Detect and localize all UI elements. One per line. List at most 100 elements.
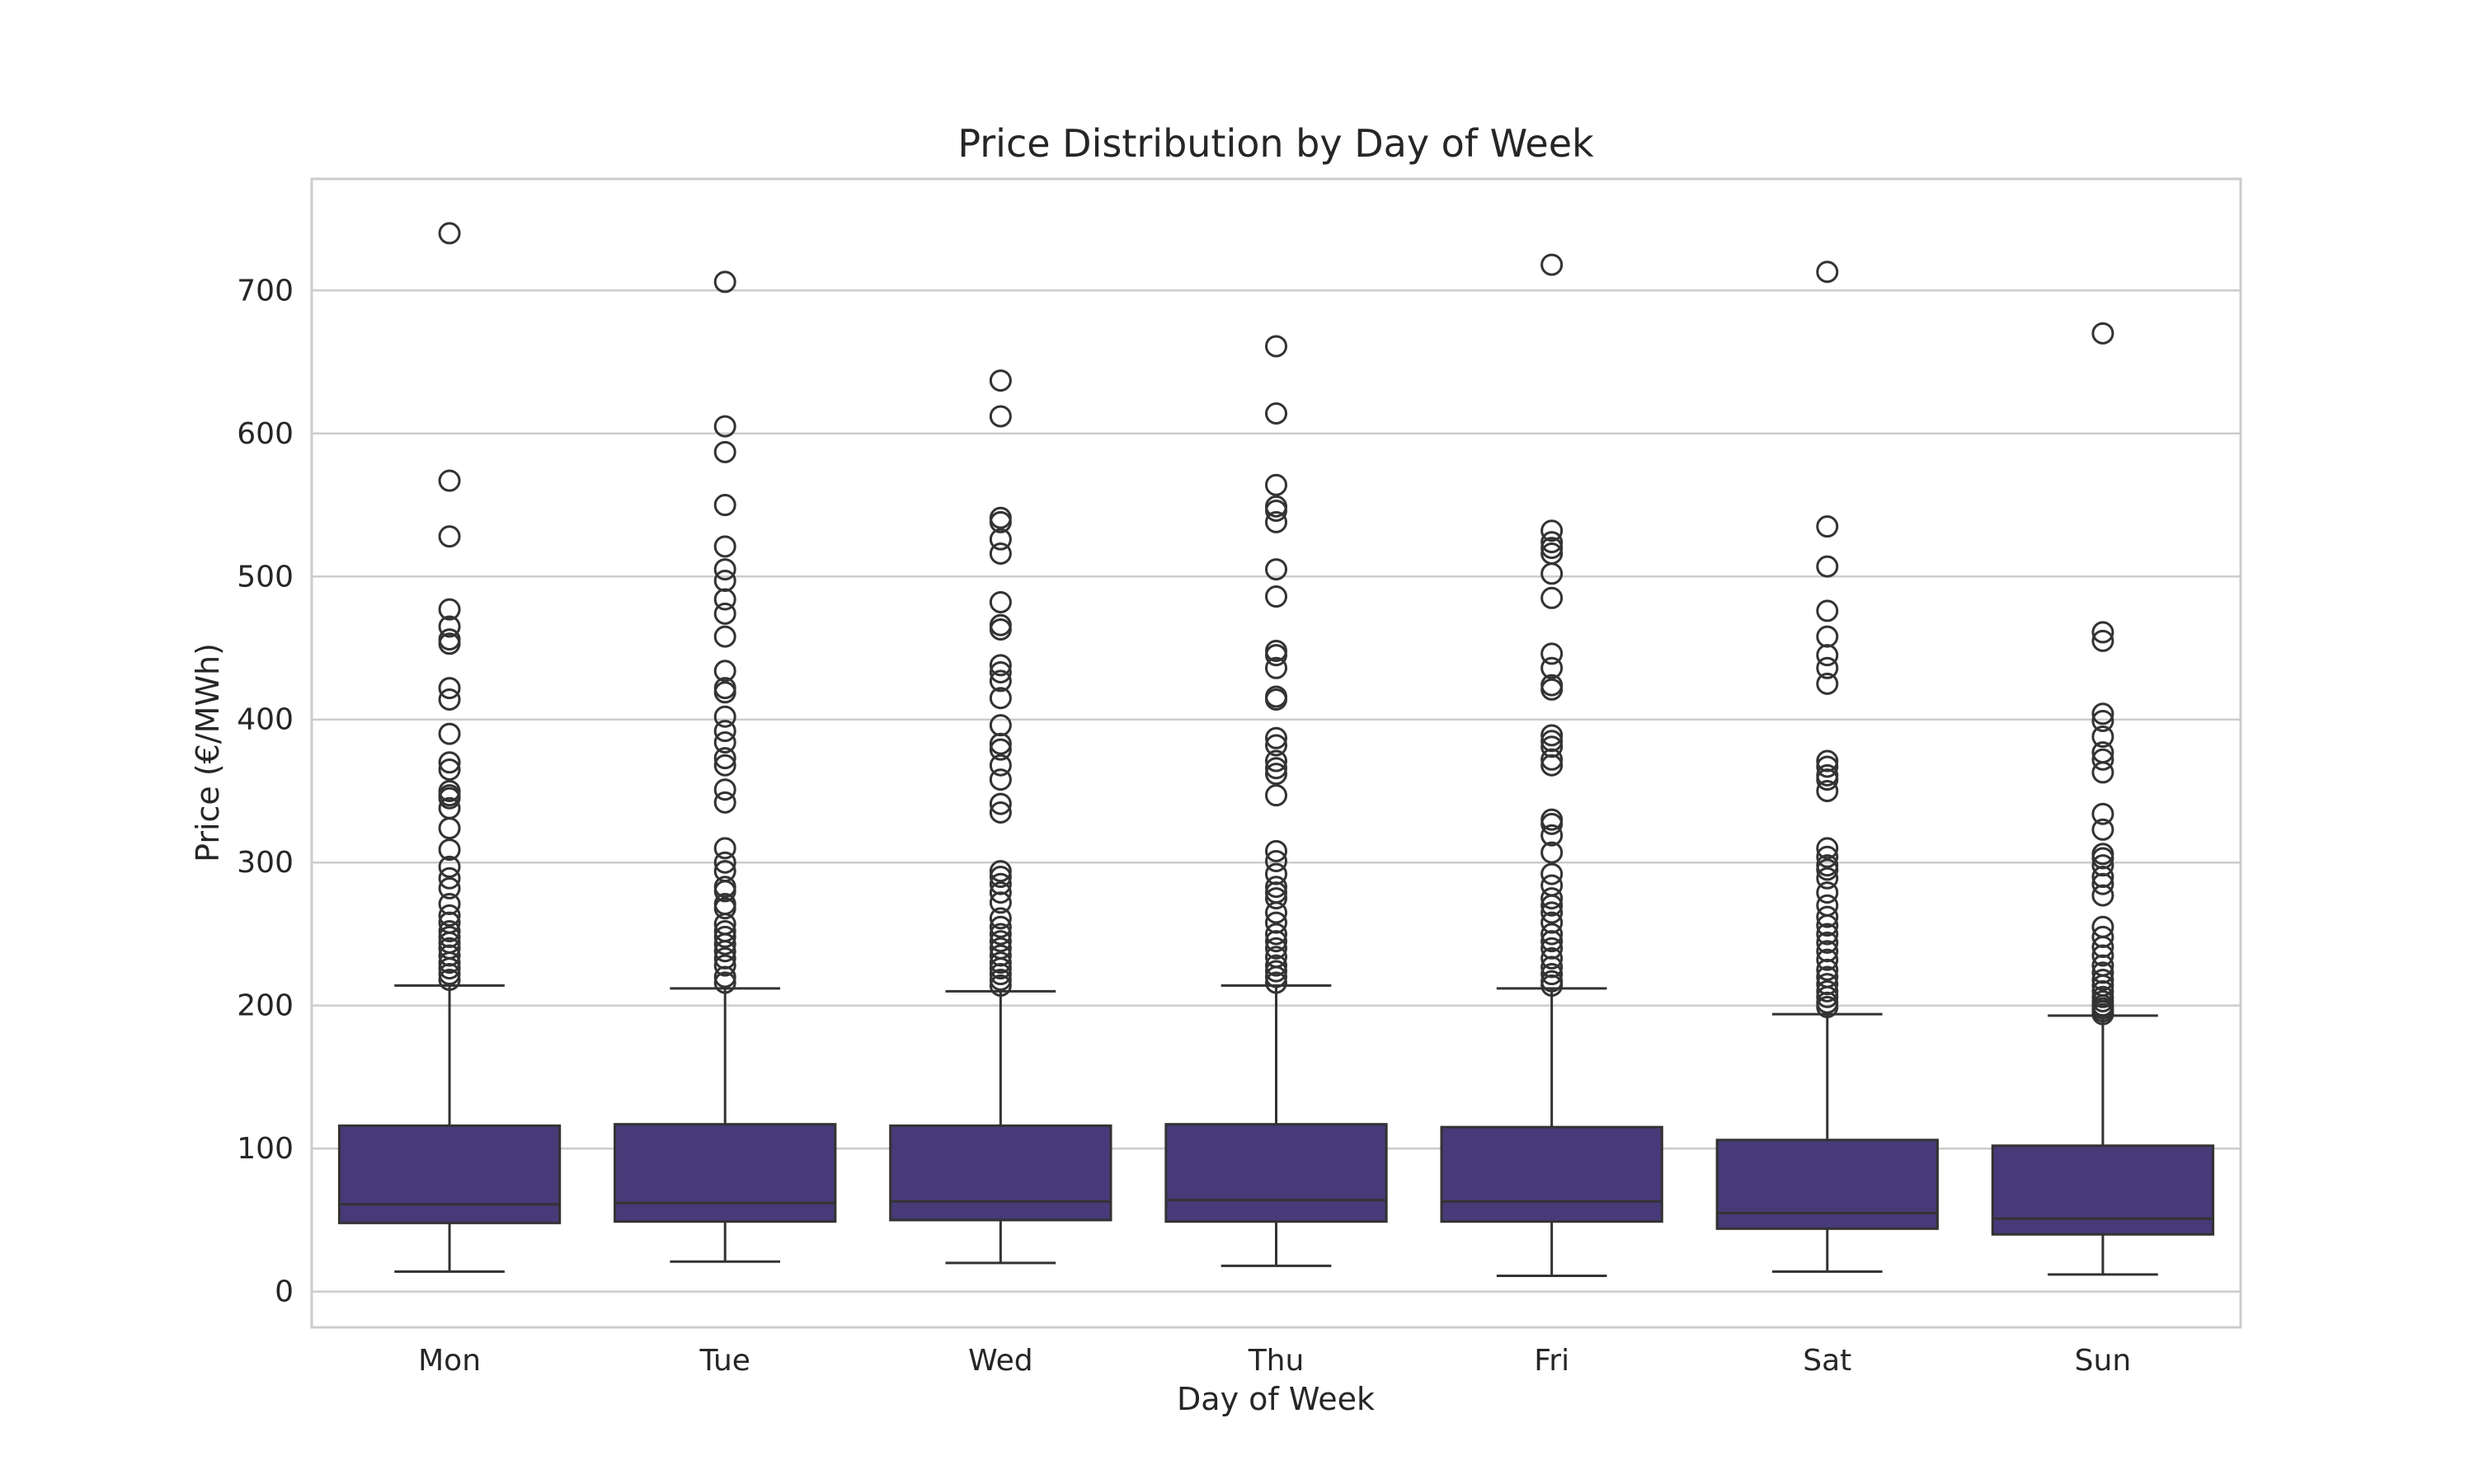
outlier-point-tue (713, 778, 736, 801)
outlier-point-fri (1540, 678, 1564, 701)
box-fri (1440, 253, 1663, 1278)
outlier-point-mon (438, 469, 461, 492)
outlier-point-sat (1816, 979, 1839, 1003)
outlier-point-tue (713, 535, 736, 558)
outlier-point-sat (1816, 948, 1839, 971)
outlier-point-fri (1540, 901, 1564, 924)
outlier-point-sat (1816, 261, 1839, 284)
outlier-point-sun (2091, 968, 2114, 991)
outlier-point-wed (989, 768, 1012, 791)
outlier-point-thu (1265, 937, 1287, 960)
outlier-point-sat (1816, 672, 1839, 695)
outlier-point-mon (438, 628, 461, 651)
outlier-point-wed (989, 923, 1012, 946)
outlier-point-sat (1816, 768, 1839, 791)
outlier-point-tue (713, 415, 736, 438)
outlier-point-mon (438, 598, 461, 621)
outlier-point-fri (1540, 963, 1564, 986)
iqr-box-wed (889, 1124, 1112, 1222)
outlier-point-sat (1816, 995, 1839, 1018)
outlier-point-tue (713, 754, 736, 777)
outlier-point-wed (989, 860, 1012, 883)
y-tick-label-300: 300 (237, 846, 294, 880)
outlier-point-mon (438, 838, 461, 862)
outlier-point-thu (1265, 688, 1287, 711)
outlier-point-thu (1265, 965, 1287, 989)
outlier-point-tue (713, 270, 736, 294)
outlier-point-sun (2091, 629, 2114, 652)
outlier-point-thu (1265, 402, 1287, 425)
outlier-point-sat (1816, 923, 1839, 946)
outlier-point-mon (438, 751, 461, 774)
outlier-point-tue (713, 932, 736, 956)
x-axis-label: Day of Week (1177, 1381, 1375, 1417)
outlier-point-thu (1265, 656, 1287, 679)
outlier-point-wed (989, 968, 1012, 991)
outlier-point-fri (1540, 253, 1564, 276)
outlier-point-fri (1540, 562, 1564, 585)
outlier-point-fri (1540, 824, 1564, 847)
outlier-point-tue (713, 880, 736, 903)
outlier-point-fri (1540, 586, 1564, 609)
x-tick-label-mon: Mon (418, 1344, 481, 1378)
outlier-point-tue (713, 897, 736, 920)
iqr-box-sun (1991, 1144, 2215, 1236)
outlier-point-mon (438, 525, 461, 548)
outlier-point-sat (1816, 914, 1839, 937)
outlier-point-tue (713, 940, 736, 963)
outlier-point-fri (1540, 887, 1564, 910)
outlier-point-sat (1816, 866, 1839, 890)
outlier-point-wed (989, 687, 1012, 710)
outlier-point-thu (1265, 876, 1287, 899)
outlier-point-sat (1816, 644, 1839, 667)
outlier-point-mon (438, 968, 461, 991)
outlier-point-thu (1265, 473, 1287, 496)
outlier-point-wed (989, 792, 1012, 815)
outlier-point-wed (989, 506, 1012, 529)
outlier-point-thu (1265, 960, 1287, 983)
outlier-point-sat (1816, 845, 1839, 868)
outlier-point-sat (1816, 515, 1839, 538)
outlier-point-fri (1540, 812, 1564, 835)
outlier-point-tue (713, 954, 736, 977)
box-series (337, 222, 2215, 1278)
outlier-point-sun (2091, 621, 2114, 644)
outlier-point-wed (989, 951, 1012, 974)
box-tue (614, 270, 837, 1263)
outlier-point-sun (2091, 702, 2114, 726)
outlier-point-sat (1816, 905, 1839, 928)
outlier-point-tue (713, 837, 736, 860)
outlier-point-fri (1540, 946, 1564, 970)
outlier-point-sat (1816, 625, 1839, 648)
y-axis-ticks: 0 100 200 300 400 500 600 700 (237, 274, 294, 1308)
outlier-point-sat (1816, 779, 1839, 802)
outlier-point-thu (1265, 849, 1287, 872)
outlier-point-wed (989, 369, 1012, 392)
outlier-point-thu (1265, 644, 1287, 667)
outlier-point-wed (989, 907, 1012, 930)
outlier-point-sun (2091, 884, 2114, 907)
outlier-point-thu (1265, 335, 1287, 358)
box-wed (889, 369, 1112, 1265)
outlier-point-tue (713, 602, 736, 625)
outlier-point-sat (1816, 837, 1839, 860)
iqr-box-tue (614, 1123, 837, 1223)
y-tick-label-200: 200 (237, 989, 294, 1023)
outlier-point-sat (1816, 599, 1839, 622)
outlier-point-thu (1265, 585, 1287, 608)
outlier-point-mon (438, 222, 461, 245)
outlier-point-wed (989, 957, 1012, 980)
outlier-point-mon (438, 951, 461, 974)
plot-frame (310, 177, 2242, 1329)
y-tick-label-600: 600 (237, 417, 294, 451)
outlier-point-sun (2091, 872, 2114, 895)
outlier-point-mon (438, 919, 461, 942)
outlier-point-wed (989, 714, 1012, 737)
outlier-point-sun (2091, 843, 2114, 866)
outlier-point-wed (989, 528, 1012, 551)
outlier-point-mon (438, 817, 461, 840)
outlier-point-fri (1540, 724, 1564, 747)
outlier-point-wed (989, 738, 1012, 761)
